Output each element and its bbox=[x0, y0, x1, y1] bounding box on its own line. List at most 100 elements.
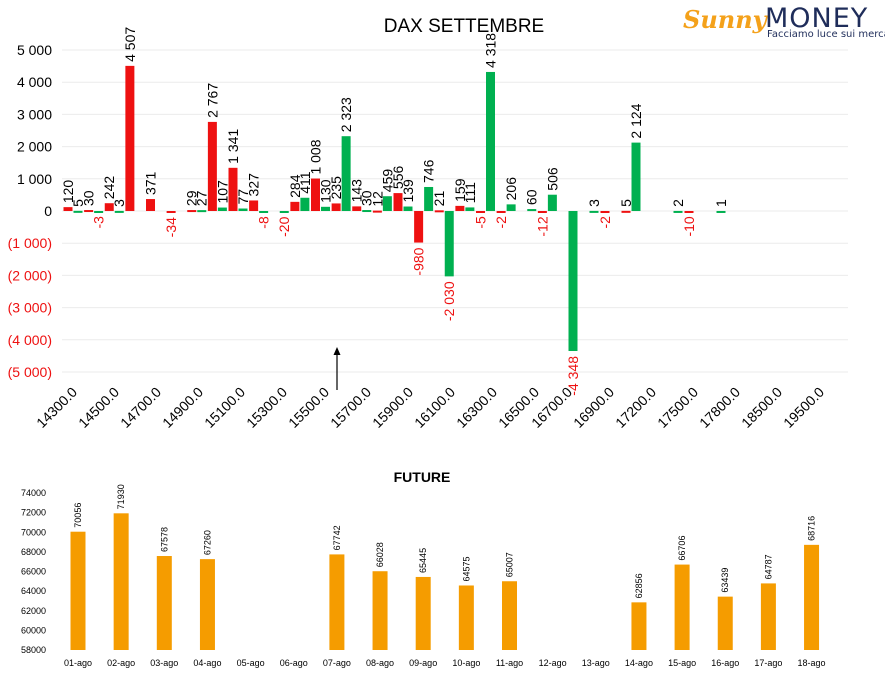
data-label: -2 bbox=[493, 216, 509, 229]
data-label: -4 348 bbox=[565, 356, 581, 396]
y-tick-label: 4 000 bbox=[17, 74, 52, 90]
future-bar bbox=[674, 564, 690, 650]
data-label: 27 bbox=[194, 190, 210, 206]
future-x-tick-label: 09-ago bbox=[409, 658, 437, 668]
data-label: -980 bbox=[411, 247, 427, 275]
future-bar bbox=[156, 556, 172, 650]
data-label: 3 bbox=[111, 199, 127, 207]
call-bar bbox=[207, 121, 217, 211]
y-tick-label: 2 000 bbox=[17, 139, 52, 155]
future-data-label: 65007 bbox=[505, 552, 515, 577]
put-bar bbox=[217, 207, 227, 211]
data-label: 4 318 bbox=[483, 33, 499, 68]
x-tick-label: 14700.0 bbox=[117, 384, 164, 431]
put-bar bbox=[547, 194, 557, 211]
data-label: -3 bbox=[91, 216, 107, 229]
put-bar bbox=[506, 204, 516, 211]
put-bar bbox=[444, 211, 454, 277]
x-tick-label: 16300.0 bbox=[453, 384, 500, 431]
put-bar bbox=[279, 211, 289, 213]
future-bar bbox=[199, 559, 215, 650]
future-data-label: 67260 bbox=[202, 530, 212, 555]
future-data-label: 71930 bbox=[116, 484, 126, 509]
data-label: 29 bbox=[184, 190, 200, 206]
x-tick-label: 15900.0 bbox=[369, 384, 416, 431]
call-bar bbox=[496, 211, 506, 213]
call-bar bbox=[331, 203, 341, 211]
future-x-tick-label: 01-ago bbox=[64, 658, 92, 668]
data-label: 30 bbox=[81, 190, 97, 206]
call-bar bbox=[352, 206, 362, 211]
future-data-label: 64575 bbox=[461, 556, 471, 581]
put-bar bbox=[589, 210, 599, 213]
future-bar bbox=[113, 513, 129, 650]
y-tick-label: 1 000 bbox=[17, 171, 52, 187]
data-label: 159 bbox=[452, 178, 468, 202]
data-label: -2 bbox=[597, 216, 613, 229]
call-bar bbox=[228, 167, 238, 211]
put-bar bbox=[362, 210, 372, 213]
future-y-tick-label: 66000 bbox=[21, 567, 46, 577]
call-bar bbox=[63, 207, 73, 211]
put-bar bbox=[486, 71, 495, 211]
future-data-label: 64787 bbox=[763, 554, 773, 579]
data-label: 556 bbox=[390, 166, 406, 190]
data-label: 60 bbox=[524, 189, 540, 205]
put-bar bbox=[259, 211, 269, 213]
put-bar bbox=[424, 186, 434, 211]
future-data-label: 67578 bbox=[159, 527, 169, 552]
put-bar bbox=[568, 211, 578, 352]
call-bar bbox=[455, 205, 465, 211]
y-tick-label: 5 000 bbox=[17, 42, 52, 58]
logo-sunny-text: Sunny bbox=[683, 5, 767, 34]
future-x-tick-label: 05-ago bbox=[237, 658, 265, 668]
data-label: -12 bbox=[534, 216, 550, 236]
y-tick-label: 3 000 bbox=[17, 106, 52, 122]
call-bar bbox=[476, 211, 485, 213]
future-x-tick-label: 18-ago bbox=[798, 658, 826, 668]
call-bar bbox=[104, 203, 114, 211]
put-bar bbox=[197, 210, 207, 213]
put-bar bbox=[631, 142, 641, 211]
future-y-tick-label: 64000 bbox=[21, 586, 46, 596]
data-label: 2 767 bbox=[204, 83, 220, 118]
data-label: 1 008 bbox=[308, 139, 324, 174]
future-bar bbox=[502, 581, 517, 650]
future-x-tick-label: 13-ago bbox=[582, 658, 610, 668]
data-label: 459 bbox=[379, 169, 395, 193]
data-label: 77 bbox=[235, 189, 251, 205]
future-bar bbox=[372, 571, 388, 650]
data-label: 3 bbox=[586, 199, 602, 207]
future-data-label: 66706 bbox=[677, 536, 687, 561]
data-label: -20 bbox=[276, 216, 292, 236]
x-tick-label: 16100.0 bbox=[411, 384, 458, 431]
future-y-tick-label: 72000 bbox=[21, 508, 46, 518]
data-label: 206 bbox=[503, 177, 519, 201]
future-data-label: 67742 bbox=[332, 525, 342, 550]
data-label: 327 bbox=[246, 173, 262, 197]
call-bar bbox=[372, 210, 382, 213]
future-x-tick-label: 07-ago bbox=[323, 658, 351, 668]
call-bar bbox=[166, 211, 176, 213]
put-bar bbox=[114, 210, 124, 213]
call-bar bbox=[249, 200, 259, 211]
annotation-arrow-head bbox=[333, 347, 341, 355]
future-x-tick-label: 08-ago bbox=[366, 658, 394, 668]
call-bar bbox=[125, 65, 135, 211]
future-x-tick-label: 02-ago bbox=[107, 658, 135, 668]
logo-tagline: Facciamo luce sui mercati bbox=[767, 29, 885, 40]
future-data-label: 70056 bbox=[73, 503, 83, 528]
x-tick-label: 15300.0 bbox=[243, 384, 290, 431]
x-tick-label: 15500.0 bbox=[285, 384, 332, 431]
call-bar bbox=[414, 211, 424, 243]
future-bar bbox=[329, 554, 345, 650]
data-label: 107 bbox=[214, 180, 230, 204]
data-label: 30 bbox=[359, 190, 375, 206]
call-bar bbox=[434, 210, 444, 213]
future-y-tick-label: 60000 bbox=[21, 625, 46, 635]
x-tick-label: 19500.0 bbox=[780, 384, 827, 431]
future-x-tick-label: 10-ago bbox=[452, 658, 480, 668]
data-label: 242 bbox=[101, 176, 117, 200]
